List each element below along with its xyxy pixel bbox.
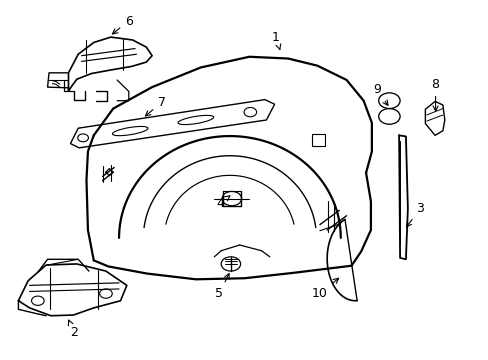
Text: 2: 2 — [68, 320, 78, 339]
Text: 9: 9 — [372, 84, 387, 105]
Text: 4: 4 — [216, 196, 229, 210]
Text: 5: 5 — [215, 274, 229, 300]
Text: 6: 6 — [112, 14, 132, 34]
Text: 8: 8 — [431, 78, 439, 111]
Text: 1: 1 — [272, 31, 280, 50]
Text: 3: 3 — [406, 202, 424, 227]
Text: 10: 10 — [311, 278, 338, 300]
Bar — [311, 134, 324, 146]
Text: 7: 7 — [145, 96, 165, 116]
